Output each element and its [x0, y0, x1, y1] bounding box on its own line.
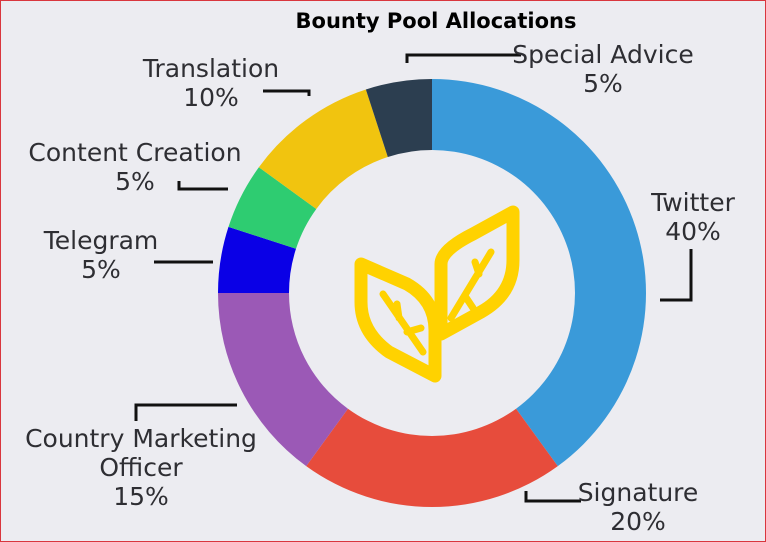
- value-label: 10%: [183, 83, 239, 112]
- slice-translation: [258, 89, 388, 209]
- leader-country-marketing: [134, 403, 237, 421]
- leader-special-advice: [405, 53, 521, 63]
- label-translation: Translation 10%: [142, 54, 279, 112]
- slice-country-marketing-officer: [217, 293, 348, 467]
- value-label: 20%: [610, 507, 666, 536]
- slice-twitter: [432, 79, 646, 467]
- leader-signature: [524, 491, 581, 503]
- chart-slices: [217, 79, 646, 508]
- label-country-marketing-officer: Country Marketing Officer 15%: [25, 424, 257, 511]
- value-label: 40%: [665, 217, 721, 246]
- category-label: Special Advice: [512, 40, 693, 69]
- value-label: 5%: [115, 167, 155, 196]
- label-special-advice: Special Advice 5%: [512, 40, 693, 98]
- slice-special-advice: [365, 79, 432, 157]
- category-label: Officer: [99, 453, 183, 482]
- value-label: 5%: [81, 255, 121, 284]
- label-twitter: Twitter 40%: [650, 188, 736, 246]
- category-label: Content Creation: [28, 138, 241, 167]
- category-label: Twitter: [650, 188, 736, 217]
- category-label: Telegram: [43, 226, 159, 255]
- value-label: 15%: [113, 482, 169, 511]
- category-label: Signature: [578, 478, 699, 507]
- label-signature: Signature 20%: [578, 478, 699, 536]
- slice-signature: [306, 408, 558, 508]
- slice-telegram: [218, 226, 296, 293]
- leader-content-creation: [177, 181, 228, 191]
- category-label: Translation: [142, 54, 279, 83]
- value-label: 5%: [583, 69, 623, 98]
- label-telegram: Telegram 5%: [43, 226, 159, 284]
- label-content-creation: Content Creation 5%: [28, 138, 241, 196]
- leader-translation: [263, 89, 311, 96]
- leader-twitter: [660, 249, 693, 302]
- slice-content-creation: [228, 167, 317, 249]
- category-label: Country Marketing: [25, 424, 257, 453]
- label-leader-lines: [134, 53, 693, 503]
- chart-title: Bounty Pool Allocations: [295, 9, 577, 33]
- yellow-leaf-sprout-icon: [354, 205, 520, 383]
- slice-labels: Twitter 40% Signature 20% Country Marketing O…: [25, 40, 736, 536]
